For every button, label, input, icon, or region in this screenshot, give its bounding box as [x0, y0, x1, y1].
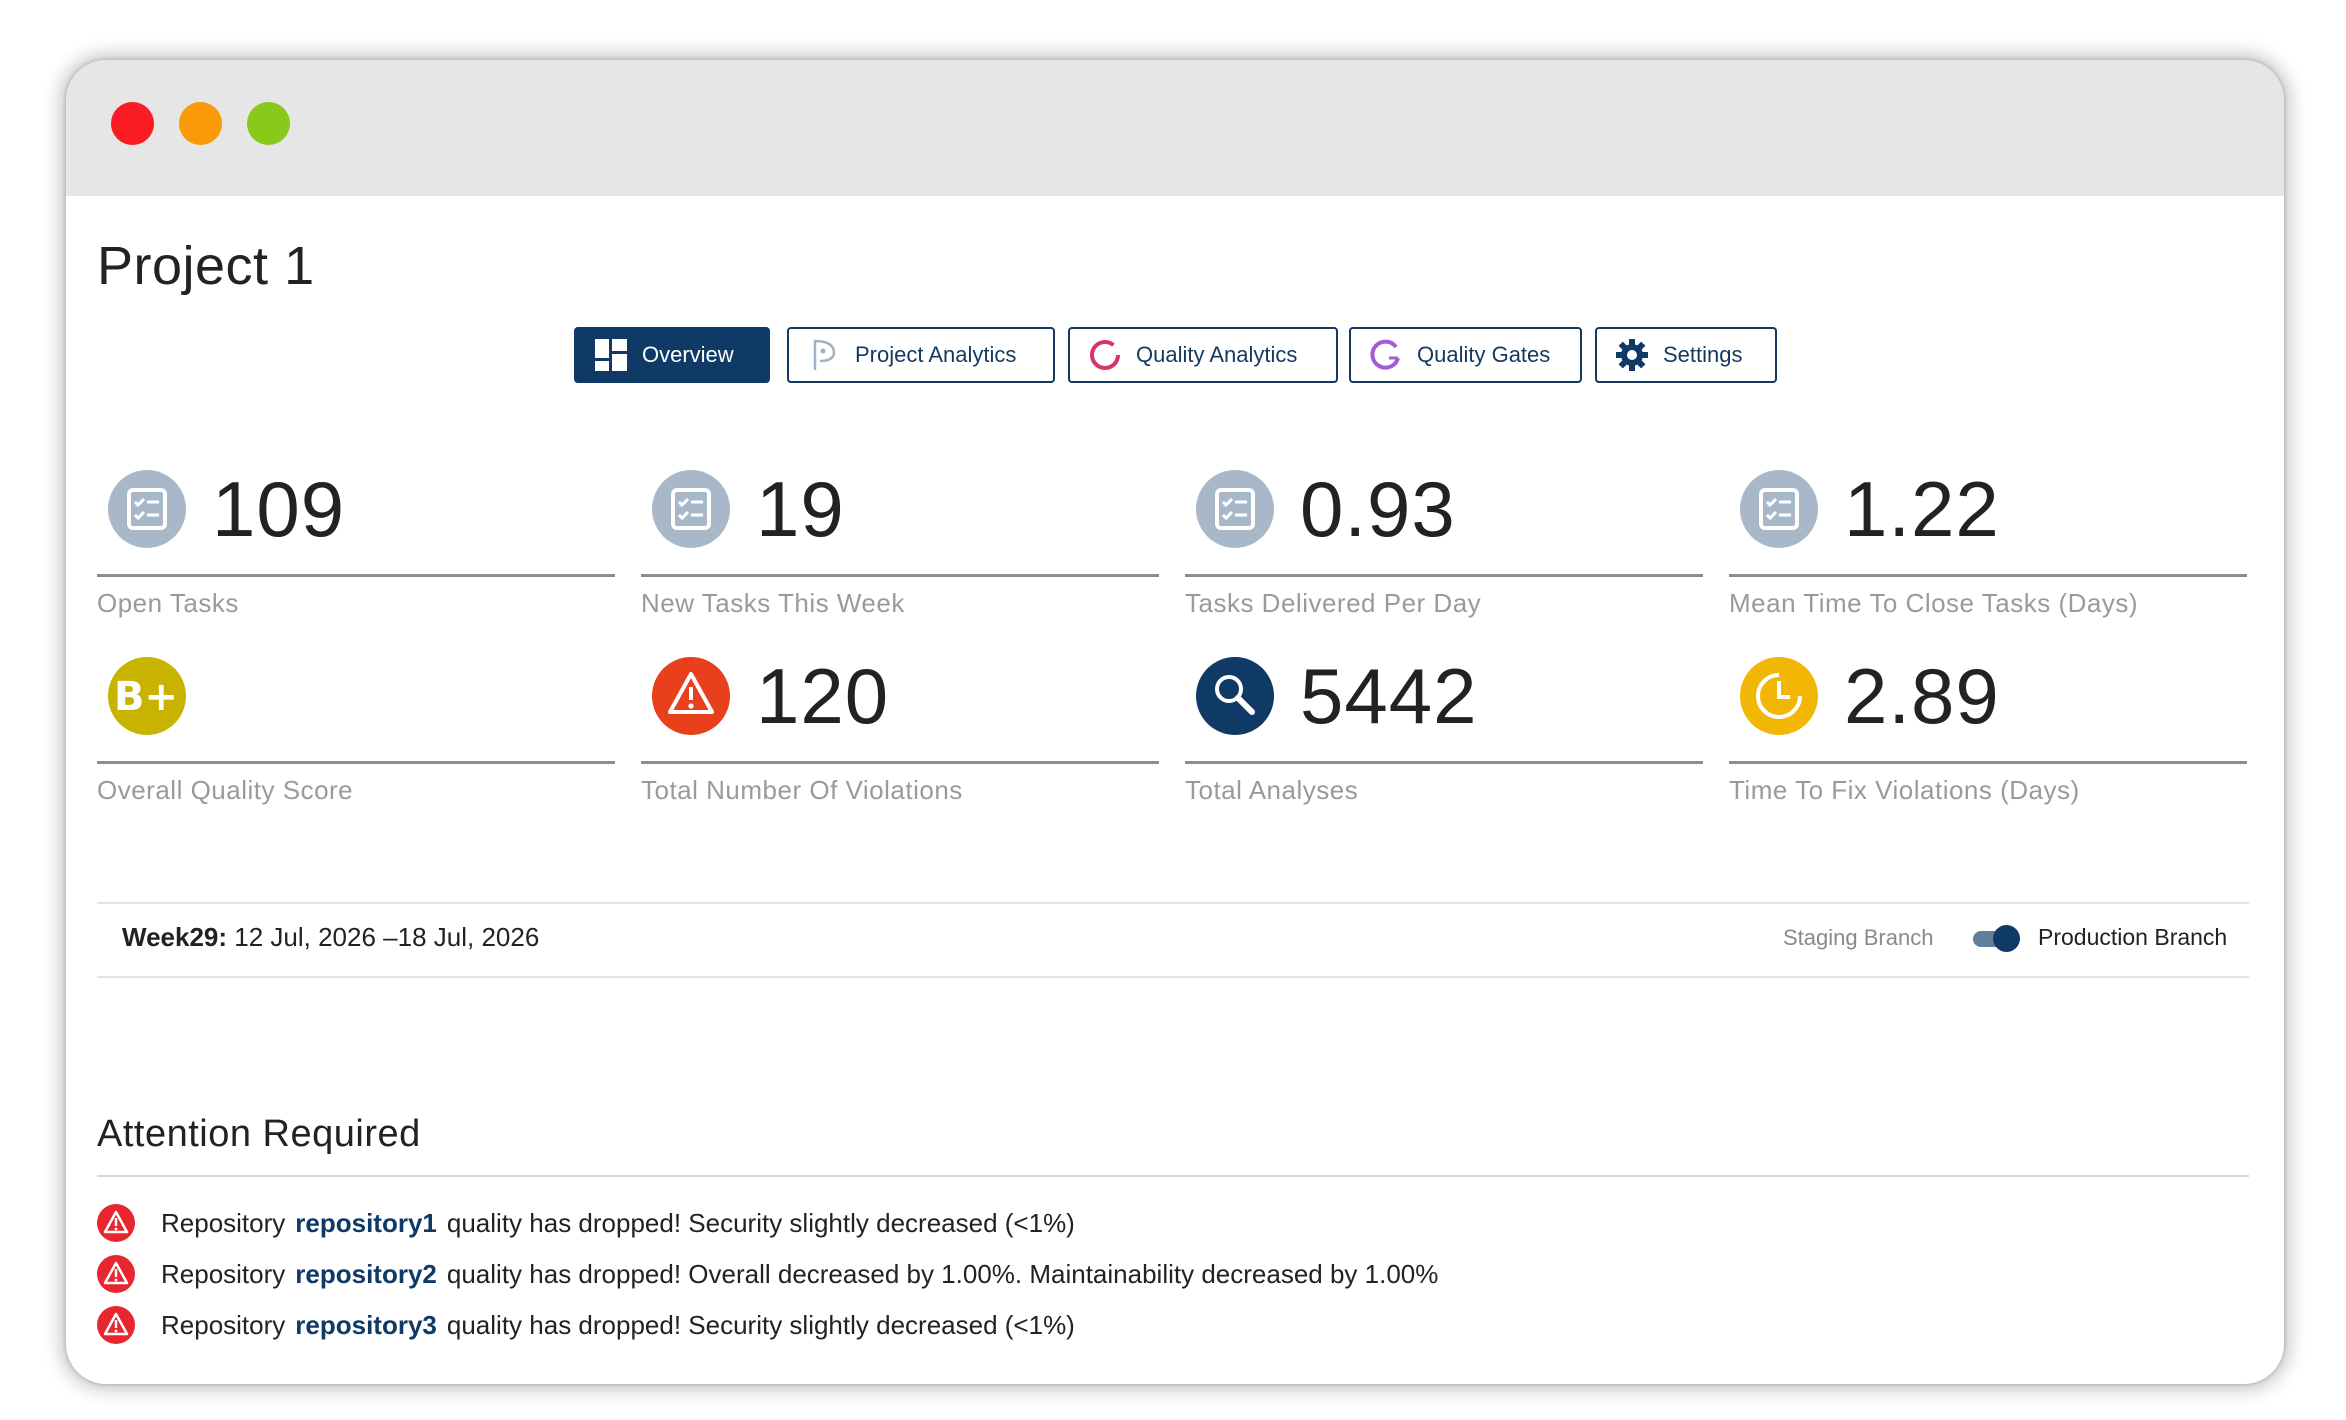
grid-dashboard-icon [595, 339, 627, 371]
divider [641, 761, 1159, 764]
clock-icon [1740, 657, 1818, 735]
tab-overview[interactable]: Overview [574, 327, 770, 383]
week-label: Week29: [122, 922, 228, 952]
metric-value: 19 [756, 465, 845, 553]
metric-value: 109 [212, 465, 346, 553]
grade-badge-icon: B+ [108, 657, 186, 735]
alert-item: Repository repository3 quality has dropped… [97, 1306, 1697, 1344]
repository-link[interactable]: repository1 [295, 1208, 437, 1238]
week-range: Week29: 12 Jul, 2026 –18 Jul, 2026 [122, 922, 539, 953]
checklist-icon [108, 470, 186, 548]
alert-message: quality has dropped! Security slightly d… [446, 1208, 1075, 1238]
app-window: Project 1 Overview Project Analytics Qua… [66, 60, 2284, 1384]
divider [97, 574, 615, 577]
tab-settings[interactable]: Settings [1595, 327, 1777, 383]
divider [1729, 574, 2247, 577]
alert-text: Repository repository3 quality has dropped… [161, 1310, 1075, 1341]
repository-link[interactable]: repository3 [295, 1310, 437, 1340]
quality-gates-ring-icon [1370, 339, 1400, 370]
alert-warning-icon [97, 1204, 135, 1242]
metric-label: New Tasks This Week [641, 588, 905, 618]
tab-label: Quality Analytics [1136, 342, 1298, 367]
page-title: Project 1 [97, 236, 315, 296]
grade-text: B+ [114, 674, 178, 720]
checklist-icon [1740, 470, 1818, 548]
warning-triangle-icon [652, 657, 730, 735]
alert-prefix: Repository [161, 1208, 286, 1238]
toggle-knob [1993, 925, 2020, 952]
divider [1185, 761, 1703, 764]
magnifier-icon [1196, 657, 1274, 735]
divider [97, 761, 615, 764]
tab-label: Settings [1663, 342, 1743, 367]
quality-analytics-ring-icon [1090, 340, 1120, 370]
checklist-icon [652, 470, 730, 548]
alert-message: quality has dropped! Overall decreased b… [446, 1259, 1439, 1289]
divider [1729, 761, 2247, 764]
alert-item: Repository repository1 quality has dropped… [97, 1204, 1697, 1242]
alert-message: quality has dropped! Security slightly d… [446, 1310, 1075, 1340]
maximize-window-button[interactable] [247, 102, 290, 145]
tab-label: Project Analytics [855, 342, 1017, 367]
metric-label: Total Number Of Violations [641, 775, 963, 805]
production-branch-label[interactable]: Production Branch [2038, 924, 2228, 950]
week-dates: 12 Jul, 2026 –18 Jul, 2026 [234, 922, 540, 952]
gear-icon [1616, 339, 1648, 371]
metric-label: Mean Time To Close Tasks (Days) [1729, 588, 2139, 618]
metric-label: Overall Quality Score [97, 775, 354, 805]
alert-warning-icon [97, 1306, 135, 1344]
metric-value: 0.93 [1300, 465, 1456, 553]
metric-label: Total Analyses [1185, 775, 1359, 805]
divider [97, 1175, 2249, 1177]
alert-warning-icon [97, 1255, 135, 1293]
metric-label: Open Tasks [97, 588, 239, 618]
metric-value: 5442 [1300, 652, 1478, 740]
branch-toggle[interactable] [1973, 924, 2021, 954]
alert-text: Repository repository2 quality has dropped… [161, 1259, 1438, 1290]
metric-value: 120 [756, 652, 890, 740]
alert-prefix: Repository [161, 1310, 286, 1340]
alert-prefix: Repository [161, 1259, 286, 1289]
alert-text: Repository repository1 quality has dropped… [161, 1208, 1075, 1239]
tab-label: Overview [642, 342, 734, 367]
week-bar: Week29: 12 Jul, 2026 –18 Jul, 2026 Stagi… [97, 902, 2249, 978]
tab-quality-analytics[interactable]: Quality Analytics [1068, 327, 1338, 383]
metric-value: 2.89 [1844, 652, 2000, 740]
tab-project-analytics[interactable]: Project Analytics [787, 327, 1055, 383]
staging-branch-label[interactable]: Staging Branch [1783, 925, 1934, 950]
section-title: Attention Required [97, 1113, 421, 1155]
minimize-window-button[interactable] [179, 102, 222, 145]
alert-item: Repository repository2 quality has dropped… [97, 1255, 1697, 1293]
metric-label: Tasks Delivered Per Day [1185, 588, 1482, 618]
project-analytics-icon [813, 339, 836, 370]
divider [1185, 574, 1703, 577]
metric-label: Time To Fix Violations (Days) [1729, 775, 2080, 805]
divider [641, 574, 1159, 577]
window-titlebar [66, 60, 2284, 196]
checklist-icon [1196, 470, 1274, 548]
metric-value: 1.22 [1844, 465, 2000, 553]
repository-link[interactable]: repository2 [295, 1259, 437, 1289]
close-window-button[interactable] [111, 102, 154, 145]
tab-quality-gates[interactable]: Quality Gates [1349, 327, 1582, 383]
tab-label: Quality Gates [1417, 342, 1551, 367]
